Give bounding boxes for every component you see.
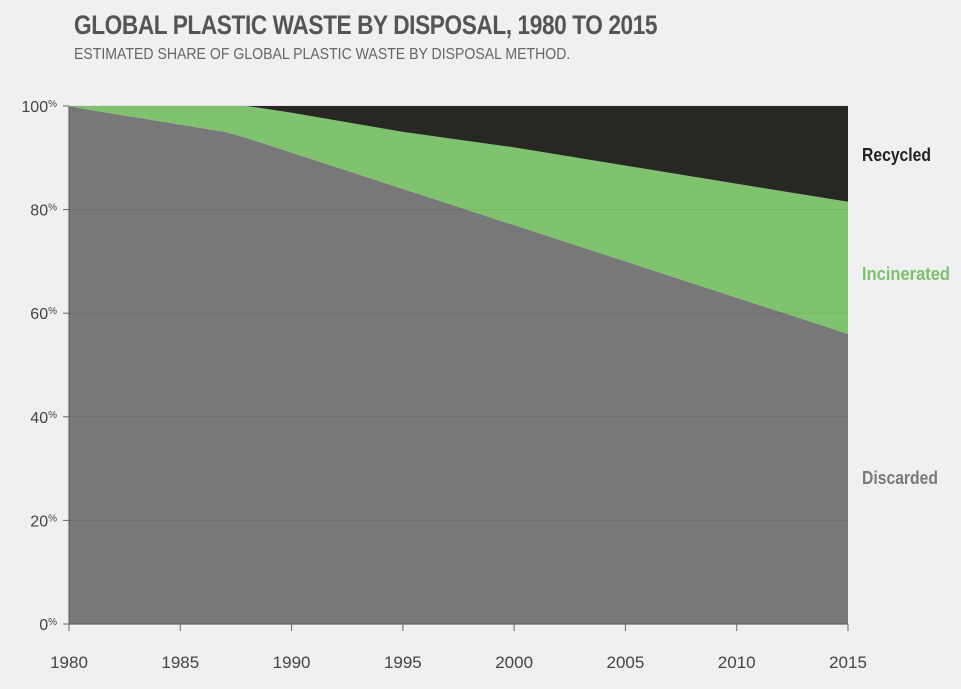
y-tick-label: 80% xyxy=(30,203,57,220)
chart-subtitle: ESTIMATED SHARE OF GLOBAL PLASTIC WASTE … xyxy=(74,46,571,63)
axes: 0% 20% 40% 60% 80% 100% 1980 1985 1990 1995 2000 20… xyxy=(21,99,867,672)
x-tick-label: 2005 xyxy=(607,653,645,672)
area-discarded xyxy=(69,106,848,624)
label-incinerated: Incinerated xyxy=(862,264,950,284)
y-tick-label: 100% xyxy=(21,99,57,116)
x-tick-label: 2000 xyxy=(495,653,533,672)
area-incinerated xyxy=(69,106,848,334)
label-recycled: Recycled xyxy=(862,145,931,165)
area-recycled xyxy=(69,106,848,202)
area-layers xyxy=(69,106,848,624)
chart-title: GLOBAL PLASTIC WASTE BY DISPOSAL, 1980 T… xyxy=(74,10,658,40)
series-labels: Discarded Incinerated Recycled xyxy=(862,145,950,488)
y-tick-label: 0% xyxy=(39,617,57,634)
x-tick-label: 1980 xyxy=(50,653,88,672)
label-discarded: Discarded xyxy=(862,468,938,488)
x-tick-label: 2010 xyxy=(718,653,756,672)
y-tick-label: 40% xyxy=(30,410,57,427)
y-tick-label: 20% xyxy=(30,513,57,530)
gridlines xyxy=(69,105,848,521)
y-tick-label: 60% xyxy=(30,306,57,323)
x-tick-label: 1990 xyxy=(273,653,311,672)
x-tick-label: 2015 xyxy=(829,653,867,672)
x-tick-label: 1985 xyxy=(161,653,199,672)
x-tick-label: 1995 xyxy=(384,653,422,672)
